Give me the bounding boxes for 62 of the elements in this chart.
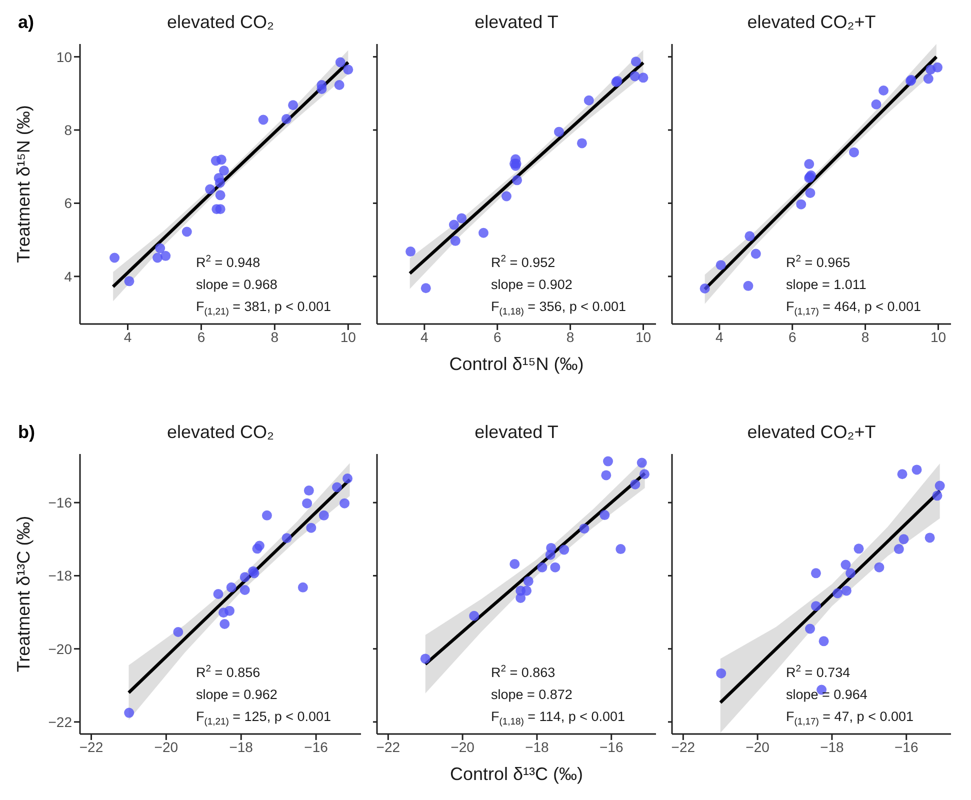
annotation: slope = 0.964: [786, 686, 868, 704]
x-axis-title: Control δ¹⁵N (‰): [448, 354, 585, 375]
y-tick-label: 8: [64, 122, 72, 138]
x-tick-label: 8: [566, 328, 574, 345]
x-tick-label: −16: [304, 738, 328, 755]
x-tick-label: 10: [340, 328, 356, 345]
x-axis-title: Control δ¹³C (‰): [448, 764, 584, 785]
annotation: F$_{(1,21)}$ = 125, p < 0.001: [196, 708, 331, 728]
annotation: R$^{2}$ = 0.952: [491, 252, 556, 272]
chart-title: elevated T: [474, 12, 560, 33]
annotation: F$_{(1,17)}$ = 47, p < 0.001: [786, 708, 914, 728]
x-tick-label: 4: [420, 328, 429, 345]
x-tick-label: −22: [79, 738, 104, 755]
annotation: R$^{2}$ = 0.863: [491, 662, 556, 682]
annotation: F$_{(1,18)}$ = 356, p < 0.001: [491, 298, 626, 318]
x-tick-label: 10: [635, 328, 652, 345]
x-tick-label: −16: [894, 738, 918, 755]
text: a): [18, 12, 34, 33]
x-tick-label: 8: [861, 328, 870, 345]
y-axis-title: Treatment δ¹³C (‰): [14, 516, 34, 672]
annotation: slope = 1.011: [786, 276, 868, 294]
x-tick-label: −18: [229, 738, 254, 755]
y-tick-label: −22: [48, 714, 72, 730]
x-tick-label: −20: [746, 738, 770, 755]
annotation: F$_{(1,17)}$ = 464, p < 0.001: [786, 298, 921, 318]
y-tick-label: 10: [56, 48, 72, 65]
chart-title: elevated CO₂+T: [746, 12, 877, 33]
text: b): [18, 422, 35, 443]
annotation: slope = 0.968: [196, 276, 278, 294]
y-tick-label: 4: [64, 268, 72, 284]
x-tick-label: 8: [270, 328, 279, 345]
x-tick-label: 6: [197, 328, 206, 345]
annotation: F$_{(1,18)}$ = 114, p < 0.001: [491, 708, 625, 728]
annotation: R$^{2}$ = 0.965: [786, 252, 852, 272]
y-tick-label: −18: [48, 568, 72, 584]
y-tick-label: −20: [48, 640, 72, 657]
x-tick-label: −22: [671, 738, 696, 755]
y-tick-label: 6: [64, 195, 72, 212]
annotation: slope = 0.872: [491, 686, 574, 704]
x-tick-label: 6: [788, 328, 796, 345]
x-tick-label: −16: [599, 738, 624, 755]
annotation: slope = 0.962: [196, 686, 278, 704]
chart-title: elevated CO₂+T: [746, 422, 877, 443]
chart-title: elevated CO₂: [166, 12, 276, 33]
annotation: slope = 0.902: [491, 276, 574, 294]
chart-title: elevated CO₂: [166, 422, 276, 443]
y-axis-title: Treatment δ¹⁵N (‰): [14, 105, 34, 263]
chart-title: elevated T: [474, 422, 560, 443]
x-tick-label: 10: [930, 328, 946, 345]
annotation: R$^{2}$ = 0.734: [786, 662, 852, 682]
x-tick-label: −20: [154, 738, 178, 755]
x-tick-label: −20: [450, 738, 475, 755]
annotation: F$_{(1,21)}$ = 381, p < 0.001: [196, 298, 331, 318]
x-tick-label: −22: [376, 738, 400, 755]
x-tick-label: −18: [525, 738, 550, 755]
x-tick-label: 4: [124, 328, 132, 345]
annotation: R$^{2}$ = 0.856: [196, 662, 262, 682]
x-tick-label: −18: [820, 738, 844, 755]
x-tick-label: 6: [493, 328, 502, 345]
y-tick-label: −16: [48, 494, 72, 511]
annotation: R$^{2}$ = 0.948: [196, 252, 262, 272]
x-tick-label: 4: [716, 328, 724, 345]
